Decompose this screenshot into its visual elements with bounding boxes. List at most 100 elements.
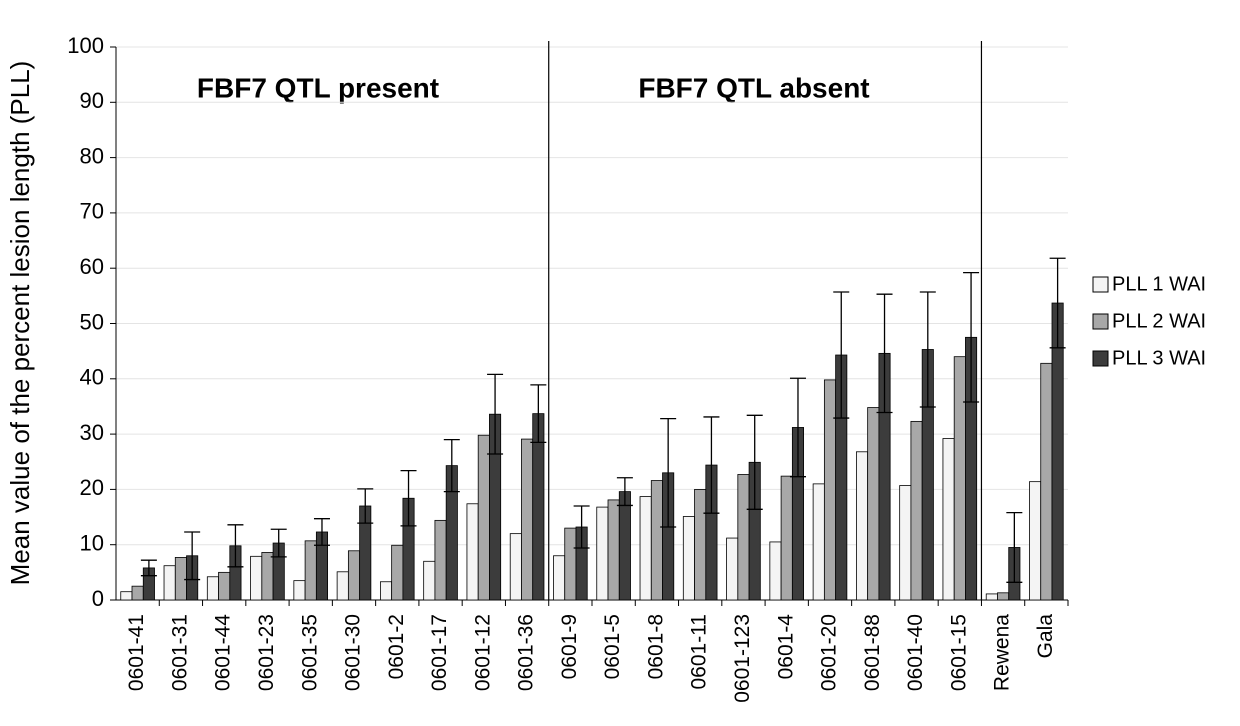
annotation: FBF7 QTL absent (638, 72, 869, 103)
x-tick-label: 0601-12 (471, 614, 494, 691)
y-tick-label: 20 (80, 475, 104, 500)
y-tick-label: 100 (67, 33, 104, 58)
bar (293, 580, 306, 601)
error-bar (270, 528, 287, 558)
error-bar (876, 293, 893, 414)
bar (607, 499, 620, 601)
error-bar (746, 414, 763, 510)
x-tick-label: 0601-8 (644, 614, 667, 679)
x-tick-label: 0601-35 (298, 614, 321, 691)
y-tick-label: 40 (80, 365, 104, 390)
y-tick-label: 0 (92, 586, 104, 611)
x-tick-label: 0601-4 (774, 614, 797, 680)
error-bar (919, 291, 936, 408)
bar (174, 557, 187, 601)
bar (726, 537, 739, 601)
legend-label: PLL 3 WAI (1112, 347, 1206, 369)
error-bar (1049, 257, 1066, 349)
bar (304, 540, 317, 601)
x-tick-label: 0601-20 (818, 614, 841, 691)
y-axis-title: Mean value of the percent lesion length … (5, 61, 35, 586)
bar (942, 438, 955, 601)
bar (899, 485, 912, 601)
error-bar (443, 438, 460, 493)
bar (423, 560, 436, 601)
bar (206, 576, 219, 601)
bar (218, 571, 231, 601)
error-bar (963, 271, 980, 403)
error-bar (357, 488, 374, 524)
bar (477, 434, 490, 601)
y-tick-label: 90 (80, 88, 104, 113)
bar (737, 474, 750, 601)
bar (564, 527, 577, 601)
bar (379, 581, 393, 601)
annotation: FBF7 QTL present (197, 72, 439, 103)
x-tick-label: 0601-15 (947, 614, 970, 691)
x-tick-label: 0601-123 (731, 614, 754, 703)
bar (553, 555, 566, 601)
x-tick-label: 0601-88 (861, 614, 884, 691)
error-bar (140, 559, 157, 577)
error-bar (789, 377, 806, 478)
error-bar (1006, 511, 1023, 583)
error-bar (573, 505, 590, 549)
x-tick-label: 0601-5 (601, 614, 624, 679)
bar (509, 533, 522, 601)
bar (163, 565, 176, 601)
bar (953, 356, 966, 601)
bar (261, 552, 274, 601)
error-bar (660, 417, 677, 528)
y-tick-label: 50 (80, 309, 104, 334)
bar (120, 591, 133, 601)
x-tick-label: Rewena (991, 614, 1014, 691)
bar (596, 506, 609, 601)
bar (780, 475, 793, 601)
bar (1040, 362, 1053, 601)
x-tick-label: 0601-30 (342, 614, 365, 691)
x-tick-label: 0601-40 (904, 614, 927, 691)
bar (769, 541, 782, 601)
error-bar (530, 384, 547, 444)
bar (131, 585, 144, 601)
error-bar (833, 291, 850, 419)
bar (812, 483, 825, 601)
x-tick-label: 0601-31 (168, 614, 191, 691)
bar (682, 516, 695, 601)
bar (694, 488, 707, 601)
x-tick-label: 0601-41 (125, 614, 148, 691)
bar (250, 555, 263, 601)
legend-swatch (1092, 276, 1109, 293)
x-tick-label: 0601-36 (515, 614, 538, 691)
bar (985, 593, 998, 601)
bar (466, 503, 479, 601)
error-bar (487, 373, 504, 455)
legend-label: PLL 1 WAI (1112, 273, 1206, 295)
error-bar (400, 469, 417, 527)
y-tick-label: 70 (80, 199, 104, 224)
bar (650, 480, 663, 601)
error-bar (616, 477, 633, 507)
bar (639, 496, 652, 601)
x-tick-label: 0601-2 (385, 614, 408, 679)
error-bar (184, 531, 201, 581)
legend-swatch (1092, 313, 1109, 330)
bar (434, 519, 447, 601)
x-tick-label: 0601-23 (255, 614, 278, 691)
x-tick-label: 0601-11 (688, 614, 711, 690)
bar (336, 571, 349, 601)
bar (521, 438, 534, 601)
x-tick-label: 0601-9 (558, 614, 581, 679)
x-tick-label: Gala (1034, 614, 1057, 659)
bar (1029, 481, 1042, 601)
x-tick-label: 0601-17 (428, 614, 451, 691)
bar (823, 379, 837, 601)
bar (997, 592, 1010, 601)
error-bar (227, 524, 244, 568)
bar (347, 550, 361, 601)
y-tick-label: 60 (80, 254, 104, 279)
bar (855, 451, 869, 601)
legend-swatch (1092, 350, 1109, 367)
error-bar (703, 416, 720, 514)
